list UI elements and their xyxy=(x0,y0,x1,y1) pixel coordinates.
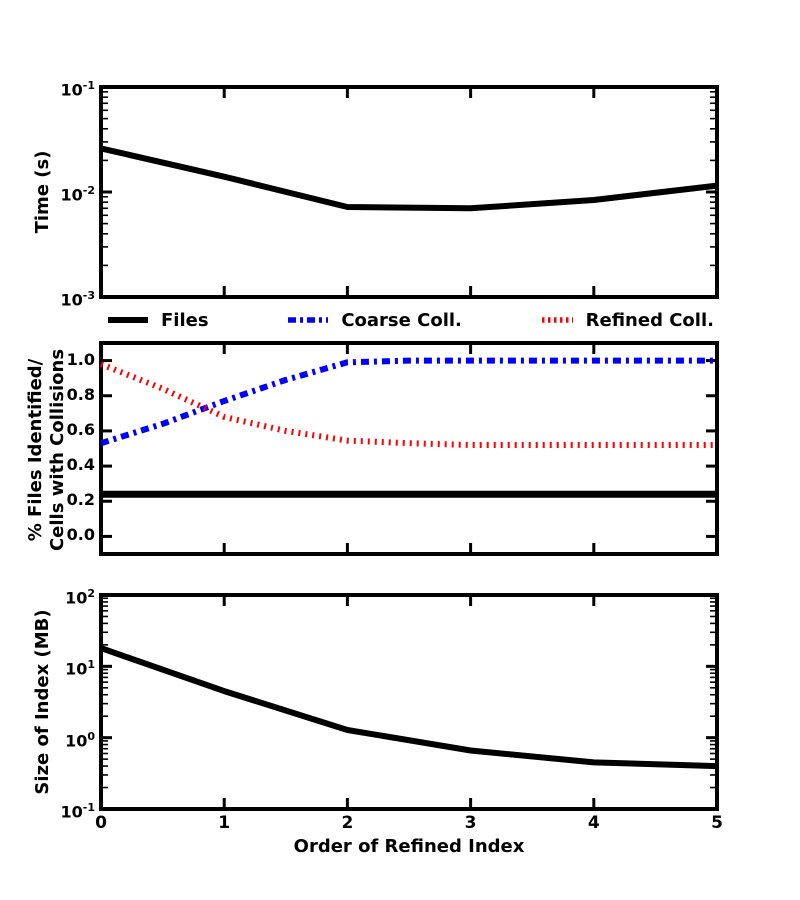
refined-coll-line xyxy=(99,361,717,448)
coarse-coll-line-sample xyxy=(288,315,329,325)
y-tick-label: 10-1 xyxy=(60,79,96,100)
y-tick-label: 100 xyxy=(65,729,95,750)
percent-y-axis-label: % Files Identified/ Cells with Collision… xyxy=(25,349,69,551)
y-tick-label: 0.6 xyxy=(66,419,95,439)
y-tick-label: 101 xyxy=(65,658,95,679)
size-y-axis-label: Size of Index (MB) xyxy=(32,609,53,795)
y-tick-label: 1.0 xyxy=(66,349,95,369)
legend: Files Coarse Coll. Refined Coll. xyxy=(108,306,714,334)
y-tick-label: 10-2 xyxy=(60,184,96,205)
time-line xyxy=(100,145,718,212)
legend-label-refined-coll: Refined Coll. xyxy=(585,309,714,331)
x-tick-labels: 0 1 2 3 4 5 xyxy=(0,813,800,835)
x-tick-label: 1 xyxy=(218,813,231,833)
x-tick-label: 3 xyxy=(464,813,477,833)
x-tick-label: 0 xyxy=(95,813,107,833)
percent-y-axis-label-line2: Cells with Collisions xyxy=(47,348,68,552)
size-of-index-line xyxy=(100,645,718,770)
legend-item-coarse-coll: Coarse Coll. xyxy=(288,310,462,331)
legend-item-refined-coll: Refined Coll. xyxy=(541,309,714,331)
legend-label-files: Files xyxy=(161,309,209,331)
refined-coll-line-sample xyxy=(541,315,573,325)
coarse-coll-line xyxy=(100,357,717,447)
size-plot-frame xyxy=(99,593,719,811)
y-tick-label: 10-1 xyxy=(60,801,96,822)
time-plot-frame xyxy=(99,85,719,299)
legend-label-coarse-coll: Coarse Coll. xyxy=(341,309,462,331)
legend-item-files: Files xyxy=(108,310,209,331)
time-y-axis-label: Time (s) xyxy=(32,150,53,234)
percent-plot-frame xyxy=(99,341,719,556)
y-tick-label: 102 xyxy=(65,587,95,608)
percent-y-axis-label-line1: % Files Identified/ xyxy=(25,358,46,542)
x-tick-label: 2 xyxy=(341,813,354,833)
y-tick-label: 10-3 xyxy=(60,289,96,310)
time-plot xyxy=(99,85,719,299)
x-axis-label: Order of Refined Index xyxy=(293,836,525,857)
y-tick-label: 0.8 xyxy=(66,384,95,404)
y-tick-label: 0.4 xyxy=(66,455,95,475)
x-tick-label: 5 xyxy=(711,813,723,833)
files-line-sample xyxy=(108,315,148,325)
size-plot xyxy=(99,593,719,811)
y-tick-label: 0.2 xyxy=(66,490,95,510)
y-tick-label: 0.0 xyxy=(66,525,95,545)
percent-plot xyxy=(99,341,719,556)
x-tick-label: 4 xyxy=(587,813,600,833)
